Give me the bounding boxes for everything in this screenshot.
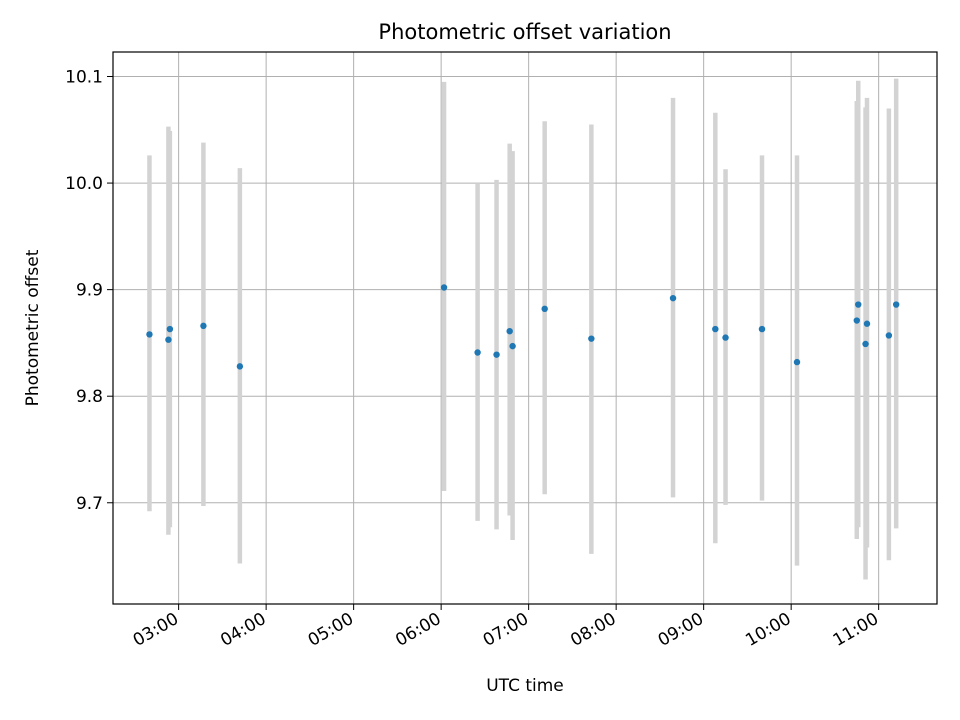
data-point <box>509 342 516 350</box>
data-point <box>885 332 893 339</box>
data-point <box>669 294 677 302</box>
data-point <box>165 336 172 343</box>
x-axis-label: UTC time <box>486 676 564 696</box>
data-point <box>474 349 481 356</box>
chart-title: Photometric offset variation <box>378 20 671 44</box>
y-axis-ticks: 9.7 9.8 9.9 10.0 10.1 <box>65 68 113 514</box>
data-point <box>588 335 595 342</box>
data-point <box>758 325 766 333</box>
data-point <box>853 317 860 324</box>
data-point <box>863 320 871 327</box>
data-point <box>200 322 207 330</box>
data-point <box>722 334 729 341</box>
data-point <box>236 363 244 370</box>
data-point <box>892 301 900 308</box>
data-point <box>541 305 548 313</box>
data-point <box>712 325 719 333</box>
grid <box>113 52 937 604</box>
y-tick-label: 9.9 <box>76 281 103 301</box>
plot-frame <box>112 51 938 605</box>
data-point <box>506 327 513 335</box>
data-point <box>493 351 500 358</box>
data-point <box>166 325 174 333</box>
data-point <box>440 284 448 291</box>
data-point <box>855 301 862 308</box>
data-point <box>862 340 869 348</box>
y-tick-label: 9.8 <box>76 387 103 407</box>
y-tick-label: 10.1 <box>65 68 103 88</box>
y-tick-label: 9.7 <box>76 494 103 514</box>
y-tick-label: 10.0 <box>65 174 103 194</box>
data-point <box>146 331 153 338</box>
data-point <box>793 358 801 366</box>
data-points <box>146 284 900 370</box>
y-axis-label: Photometric offset <box>23 249 43 406</box>
